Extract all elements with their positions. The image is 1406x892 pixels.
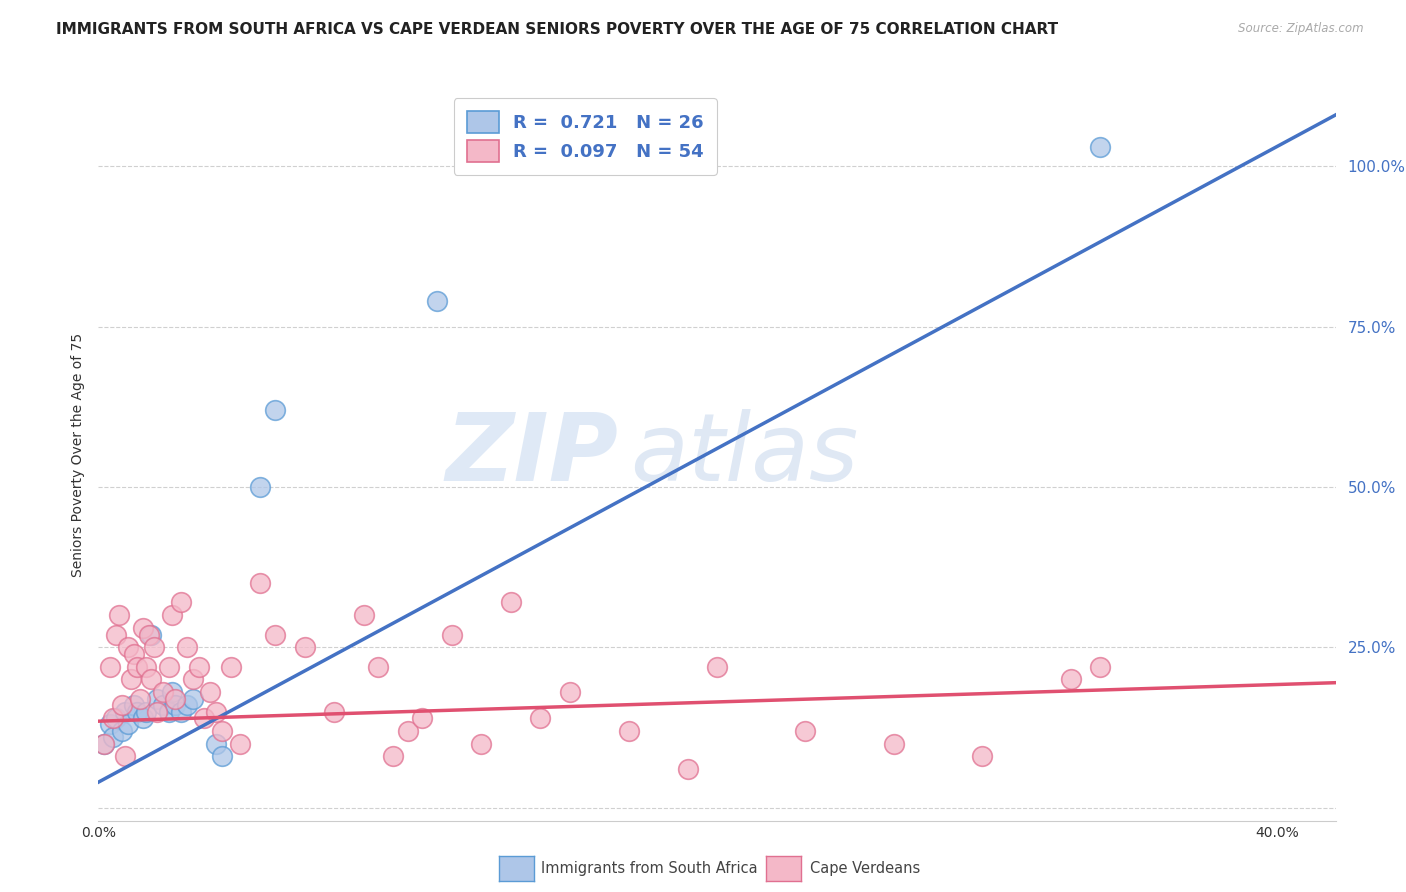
Point	[143, 640, 166, 655]
Point	[396, 723, 419, 738]
Point	[141, 627, 163, 641]
Point	[205, 737, 228, 751]
Point	[152, 685, 174, 699]
Point	[249, 576, 271, 591]
Point	[229, 737, 252, 751]
Point	[125, 659, 148, 673]
Point	[122, 647, 145, 661]
Point	[440, 627, 463, 641]
Point	[93, 737, 115, 751]
Point	[122, 698, 145, 713]
Point	[131, 711, 153, 725]
Point	[367, 659, 389, 673]
Text: IMMIGRANTS FROM SOUTH AFRICA VS CAPE VERDEAN SENIORS POVERTY OVER THE AGE OF 75 : IMMIGRANTS FROM SOUTH AFRICA VS CAPE VER…	[56, 22, 1059, 37]
Point	[176, 698, 198, 713]
Point	[138, 627, 160, 641]
Point	[211, 723, 233, 738]
Point	[157, 705, 180, 719]
Point	[353, 608, 375, 623]
Point	[101, 711, 124, 725]
Point	[98, 717, 121, 731]
Point	[117, 640, 139, 655]
Point	[141, 673, 163, 687]
Point	[181, 691, 204, 706]
Point	[114, 749, 136, 764]
Point	[135, 705, 157, 719]
Point	[193, 711, 215, 725]
Point	[125, 705, 148, 719]
Point	[883, 737, 905, 751]
Point	[181, 673, 204, 687]
Point	[163, 698, 186, 713]
Point	[1088, 659, 1111, 673]
Point	[1088, 140, 1111, 154]
Point	[382, 749, 405, 764]
Point	[163, 691, 186, 706]
Point	[706, 659, 728, 673]
Point	[176, 640, 198, 655]
Point	[152, 698, 174, 713]
Text: Cape Verdeans: Cape Verdeans	[810, 862, 920, 876]
Point	[294, 640, 316, 655]
Y-axis label: Seniors Poverty Over the Age of 75: Seniors Poverty Over the Age of 75	[70, 333, 84, 577]
Point	[411, 711, 433, 725]
Point	[101, 730, 124, 744]
Point	[470, 737, 492, 751]
Point	[160, 608, 183, 623]
Point	[170, 595, 193, 609]
Point	[187, 659, 209, 673]
Point	[111, 723, 134, 738]
Point	[146, 705, 169, 719]
Text: Immigrants from South Africa: Immigrants from South Africa	[541, 862, 758, 876]
Point	[98, 659, 121, 673]
Point	[264, 403, 287, 417]
Point	[264, 627, 287, 641]
Point	[111, 698, 134, 713]
Legend: R =  0.721   N = 26, R =  0.097   N = 54: R = 0.721 N = 26, R = 0.097 N = 54	[454, 98, 717, 175]
Point	[93, 737, 115, 751]
Point	[120, 673, 142, 687]
Point	[558, 685, 581, 699]
Point	[105, 627, 128, 641]
Point	[219, 659, 242, 673]
Point	[205, 705, 228, 719]
Point	[794, 723, 817, 738]
Point	[157, 659, 180, 673]
Point	[160, 685, 183, 699]
Point	[117, 717, 139, 731]
Point	[146, 691, 169, 706]
Point	[426, 293, 449, 308]
Point	[108, 608, 131, 623]
Point	[128, 691, 150, 706]
Point	[617, 723, 640, 738]
Point	[249, 480, 271, 494]
Point	[114, 705, 136, 719]
Text: atlas: atlas	[630, 409, 859, 500]
Point	[105, 711, 128, 725]
Point	[131, 621, 153, 635]
Point	[323, 705, 346, 719]
Point	[211, 749, 233, 764]
Point	[972, 749, 994, 764]
Point	[676, 762, 699, 776]
Text: Source: ZipAtlas.com: Source: ZipAtlas.com	[1239, 22, 1364, 36]
Point	[499, 595, 522, 609]
Point	[529, 711, 551, 725]
Point	[200, 685, 222, 699]
Point	[135, 659, 157, 673]
Text: ZIP: ZIP	[446, 409, 619, 501]
Point	[1059, 673, 1081, 687]
Point	[170, 705, 193, 719]
